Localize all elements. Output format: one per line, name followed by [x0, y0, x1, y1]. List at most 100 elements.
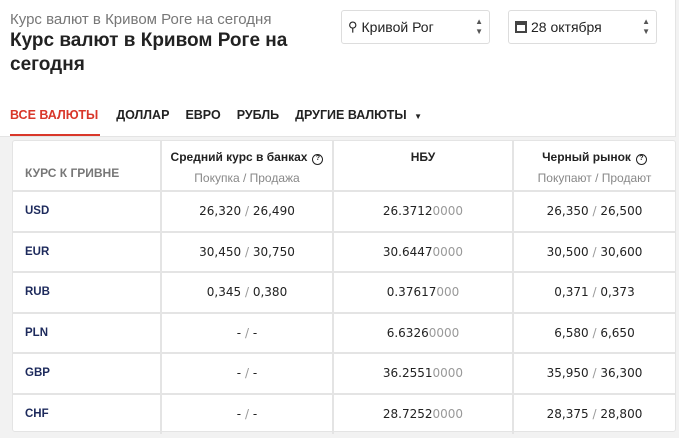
bm-sell: 28,800 [600, 407, 643, 422]
table-row: USD 26,320 / 26,490 26.37120000 26,350 /… [13, 191, 675, 233]
bm-sell: 26,500 [600, 204, 643, 219]
city-select[interactable]: ⚲ Кривой Рог ▲ ▼ [341, 10, 490, 44]
table-row: PLN - / - 6.63260000 6,580 / 6,650 [13, 312, 675, 354]
black-market-rate: 6,580 / 6,650 [513, 312, 675, 354]
tab-ruble[interactable]: РУБЛЬ [236, 108, 280, 122]
header-currency: КУРС К ГРИВНЕ [13, 141, 162, 192]
header-black-label: Черный рынок [542, 150, 631, 164]
nbu-value: 26.3712 [382, 204, 433, 219]
black-market-rate: 0,371 / 0,373 [513, 272, 675, 314]
currency-code[interactable]: PLN [13, 312, 162, 354]
nbu-value: 36.2551 [382, 366, 433, 381]
rates-table: КУРС К ГРИВНЕ Средний курс в банках? Поку… [13, 141, 675, 434]
bank-sell: - [252, 407, 258, 422]
tab-euro[interactable]: ЕВРО [185, 108, 221, 122]
header-banks-sub: Покупка / Продажа [194, 171, 300, 185]
bank-sell: - [252, 366, 258, 381]
separator: / [244, 285, 250, 300]
nbu-rate: 6.63260000 [333, 312, 514, 354]
bm-buy: 30,500 [546, 244, 589, 259]
currency-code[interactable]: RUB [13, 272, 162, 314]
table-row: GBP - / - 36.25510000 35,950 / 36,300 [13, 353, 675, 395]
tab-dollar[interactable]: ДОЛЛАР [116, 108, 170, 122]
nbu-tail: 0000 [428, 325, 460, 340]
bank-rate: - / - [161, 353, 334, 395]
black-market-rate: 30,500 / 30,600 [513, 231, 675, 273]
black-market-rate: 26,350 / 26,500 [513, 191, 675, 233]
nbu-value: 6.6326 [386, 325, 429, 340]
bank-buy: - [236, 366, 242, 381]
separator: / [592, 244, 597, 259]
nbu-rate: 26.37120000 [333, 191, 514, 233]
tab-other[interactable]: ДРУГИЕ ВАЛЮТЫ ▼ [295, 108, 422, 136]
header-banks-label: Средний курс в банках [170, 150, 308, 164]
city-value: Кривой Рог [361, 19, 434, 35]
bm-buy: 6,580 [554, 325, 589, 340]
tab-other-label: ДРУГИЕ ВАЛЮТЫ [295, 108, 407, 122]
separator: / [592, 407, 597, 422]
separator: / [592, 325, 597, 340]
updown-icon: ▲ ▼ [475, 17, 483, 36]
separator: / [244, 325, 250, 340]
table-row: EUR 30,450 / 30,750 30.64470000 30,500 /… [13, 231, 675, 273]
currency-code[interactable]: USD [13, 191, 162, 233]
header-banks: Средний курс в банках? Покупка / Продажа [161, 141, 334, 192]
currency-code[interactable]: EUR [13, 231, 162, 273]
nbu-tail: 0000 [432, 366, 464, 381]
bank-sell: - [252, 325, 258, 340]
bank-buy: 30,450 [199, 244, 242, 259]
nbu-value: 28.7252 [382, 407, 433, 422]
separator: / [592, 204, 597, 219]
bank-sell: 26,490 [252, 204, 295, 219]
help-icon[interactable]: ? [635, 154, 647, 165]
header-panel: Курс валют в Кривом Роге на сегодня Курс… [0, 0, 676, 137]
separator: / [244, 366, 250, 381]
calendar-icon [515, 21, 527, 33]
bank-rate: - / - [161, 312, 334, 354]
page-title: Курс валют в Кривом Роге на сегодня [10, 30, 288, 75]
bm-buy: 0,371 [554, 285, 589, 300]
caret-down-icon: ▼ [414, 112, 423, 121]
bank-sell: 0,380 [252, 285, 288, 300]
nbu-value: 0.37617 [386, 285, 437, 300]
nbu-tail: 0000 [432, 244, 464, 259]
bank-buy: - [236, 325, 242, 340]
currency-code[interactable]: GBP [13, 353, 162, 395]
bank-rate: 30,450 / 30,750 [161, 231, 334, 273]
separator: / [592, 285, 597, 300]
bank-buy: 0,345 [206, 285, 242, 300]
tab-all[interactable]: ВСЕ ВАЛЮТЫ [10, 108, 101, 136]
rates-table-card: КУРС К ГРИВНЕ Средний курс в банках? Поку… [12, 140, 676, 434]
bank-buy: - [236, 407, 242, 422]
nbu-rate: 30.64470000 [333, 231, 514, 273]
bm-sell: 0,373 [600, 285, 635, 300]
separator: / [244, 407, 250, 422]
bm-sell: 30,600 [600, 244, 643, 259]
black-market-rate: 28,375 / 28,800 [513, 394, 675, 435]
bm-sell: 6,650 [600, 325, 635, 340]
currency-tabs: ВСЕ ВАЛЮТЫ ДОЛЛАР ЕВРО РУБЛЬ ДРУГИЕ ВАЛЮ… [10, 108, 438, 136]
bank-rate: 26,320 / 26,490 [161, 191, 334, 233]
bank-buy: 26,320 [199, 204, 242, 219]
nbu-tail: 0000 [432, 407, 464, 422]
header-black-market: Черный рынок? Покупают / Продают [513, 141, 675, 192]
bm-sell: 36,300 [600, 366, 643, 381]
separator: / [244, 204, 250, 219]
bank-rate: - / - [161, 393, 334, 434]
bm-buy: 35,950 [546, 366, 589, 381]
date-value: 28 октября [531, 19, 602, 35]
currency-code[interactable]: CHF [13, 393, 162, 434]
black-market-rate: 35,950 / 36,300 [513, 353, 675, 395]
nbu-tail: 0000 [432, 204, 464, 219]
date-select[interactable]: 28 октября ▲ ▼ [508, 10, 657, 44]
nbu-rate: 28.72520000 [333, 393, 514, 434]
table-row: CHF - / - 28.72520000 28,375 / 28,800 [13, 393, 675, 435]
help-icon[interactable]: ? [312, 154, 324, 165]
bank-sell: 30,750 [252, 244, 295, 259]
header-black-sub: Покупают / Продают [537, 171, 652, 185]
table-row: RUB 0,345 / 0,380 0.37617000 0,371 / 0,3… [13, 272, 675, 314]
header-nbu: НБУ [333, 141, 514, 192]
nbu-tail: 000 [436, 285, 460, 300]
updown-icon: ▲ ▼ [642, 17, 650, 36]
bm-buy: 26,350 [546, 204, 589, 219]
